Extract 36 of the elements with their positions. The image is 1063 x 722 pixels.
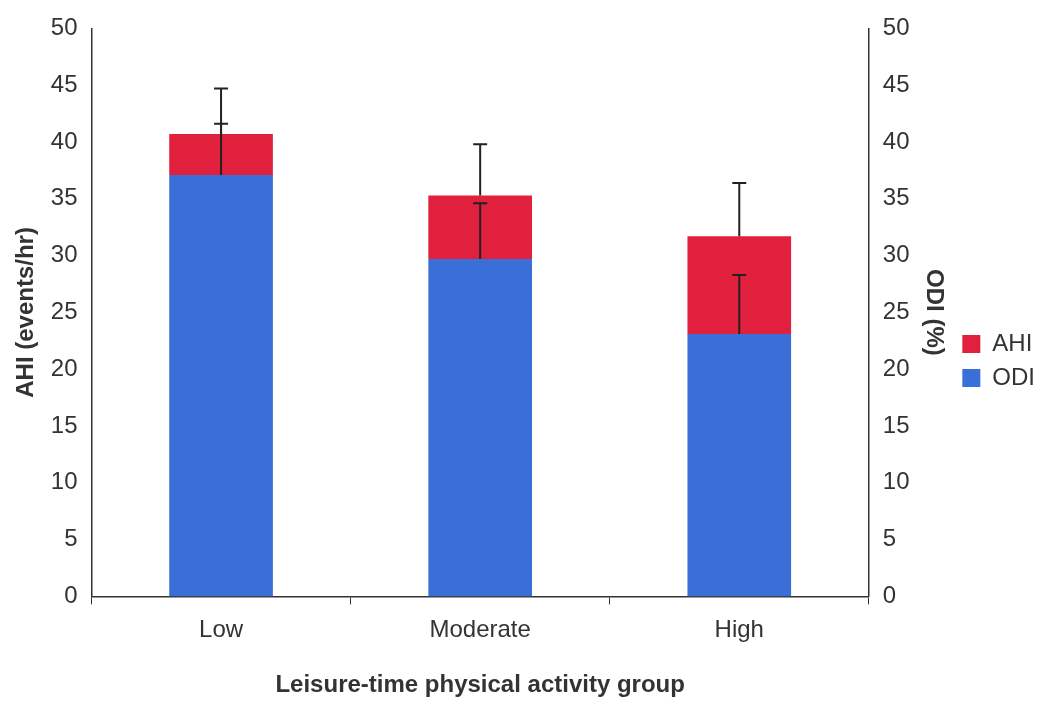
- legend-label: AHI: [992, 328, 1033, 356]
- y2-axis-title: ODI (%): [922, 269, 950, 356]
- bar: [687, 333, 792, 597]
- bar: [169, 174, 273, 597]
- bar: [428, 259, 532, 597]
- y-tick-label: 0: [64, 581, 78, 609]
- x-tick-label: Moderate: [429, 615, 531, 643]
- x-axis-title: Leisure-time physical activity group: [275, 670, 685, 698]
- x-tick-label: High: [714, 615, 764, 643]
- y-tick-label: 35: [50, 183, 78, 211]
- y-tick-label: 15: [50, 410, 78, 438]
- y2-tick-label: 30: [882, 240, 910, 268]
- y-tick-label: 45: [50, 69, 78, 97]
- y-tick-label: 25: [50, 297, 78, 325]
- legend-label: ODI: [992, 362, 1035, 390]
- y-tick-label: 30: [50, 240, 78, 268]
- y-tick-label: 50: [50, 13, 78, 41]
- y2-tick-label: 5: [882, 524, 897, 552]
- y2-tick-label: 10: [882, 467, 910, 495]
- y-tick-label: 40: [50, 126, 78, 154]
- y2-tick-label: 25: [882, 297, 910, 325]
- y2-tick-label: 40: [882, 126, 910, 154]
- y2-tick-label: 35: [882, 183, 910, 211]
- y-axis-title: AHI (events/hr): [11, 227, 39, 398]
- y2-tick-label: 50: [882, 13, 910, 41]
- y-tick-label: 5: [64, 524, 78, 552]
- y-tick-label: 10: [50, 467, 78, 495]
- y2-tick-label: 0: [882, 581, 897, 609]
- bar: [687, 236, 792, 334]
- y2-tick-label: 20: [882, 353, 910, 381]
- bar: [169, 134, 273, 175]
- y2-tick-label: 15: [882, 410, 910, 438]
- y-tick-label: 20: [50, 353, 78, 381]
- bar: [428, 195, 532, 260]
- x-tick-label: Low: [199, 615, 244, 643]
- y2-tick-label: 45: [882, 69, 910, 97]
